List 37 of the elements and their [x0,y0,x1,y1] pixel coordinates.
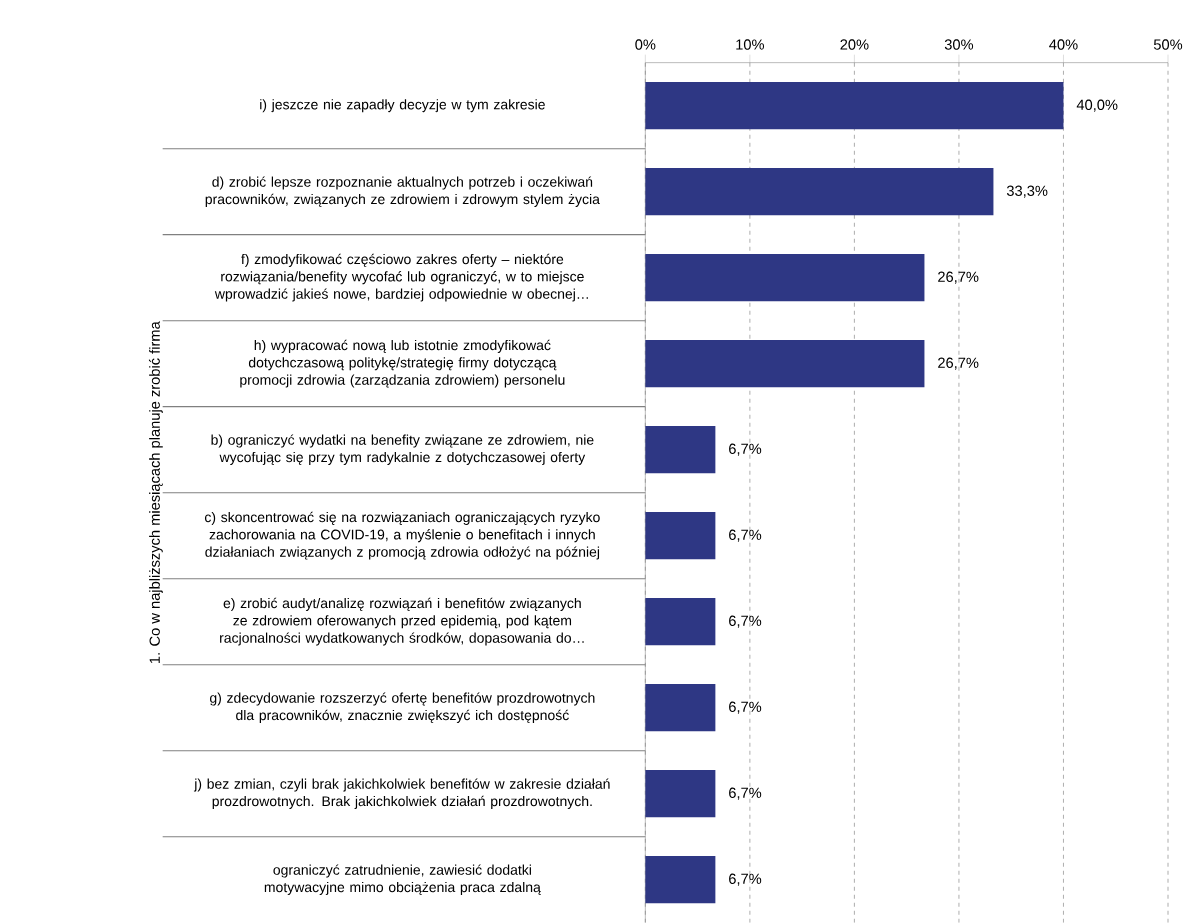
y-tick-label: f) zmodyfikować częściowo zakres oferty – niektóre rozwiązania/benefity wycofać lub ograniczyć, w to miejsce wprowadzić jakieś nowe, bardziej odpowiednie w obecnej… [214,253,588,302]
bar [645,770,716,818]
y-tick-label: c) skoncentrować się na rozwiązaniach ograniczających ryzyko zachorowania na COVID-19, a myślenie o benefitach i innych działaniach związanych z promocją zdrowia odłożyć na później [204,511,600,560]
bar [645,340,925,388]
y-tick-label: ograniczyć zatrudnienie, zawiesić dodatki motywacyjne mimo obciążenia praca zdalną [264,864,541,896]
bar [645,512,716,560]
data-label: 26,7% [938,271,979,284]
x-tick-label: 40% [1049,39,1078,50]
data-label: 6,7% [729,873,762,886]
y-tick-label: h) wypracować nową lub istotnie zmodyfikować dotychczasową politykę/strategię firmy dotyczącą promocji zdrowia (zarządzania zdrowiem) personelu [240,339,565,388]
bar [645,856,716,904]
y-tick-label: j) bez zmian, czyli brak jakichkolwiek benefitów w zakresie działań prozdrowotnych. Brak jakichkolwiek działań prozdrowotnych. [193,778,610,810]
y-tick-label: b) ograniczyć wydatki na benefity związane ze zdrowiem, nie wycofując się przy tym radykalnie z dotychczasowej oferty [211,434,594,466]
x-tick-label: 10% [736,39,765,50]
x-tick-label: 30% [944,39,974,50]
data-label: 6,7% [729,615,762,628]
data-label: 26,7% [938,357,979,370]
x-tick-label: 20% [840,39,869,50]
data-label: 40,0% [1076,99,1118,112]
data-label: 6,7% [729,529,762,542]
data-label: 6,7% [729,701,762,714]
x-tick-label: 0% [635,39,656,50]
y-tick-label: d) zrobić lepsze rozpoznanie aktualnych potrzeb i oczekiwań pracowników, związanych ze zdrowiem i zdrowym stylem życia [205,176,600,208]
bar [645,82,1064,130]
y-tick-label: e) zrobić audyt/analizę rozwiązań i benefitów związanych ze zdrowiem oferowanych przed epidemią, pod kątem racjonalności wydatkowanych środków, dopasowania do… [220,597,584,646]
data-label: 6,7% [729,443,762,456]
y-tick-label: g) zdecydowanie rozszerzyć ofertę benefitów prozdrowotnych dla pracowników, znacznie zwiększyć ich dostępność [210,692,595,724]
y-axis-title: 1. Co w najbliższych miesiącach planuje zrobić firma [148,321,163,664]
y-tick-label: i) jeszcze nie zapadły decyzje w tym zakresie [260,99,545,113]
data-label: 33,3% [1006,185,1048,198]
bar [645,254,925,302]
bar [645,598,716,646]
bar [645,168,994,216]
bar [645,426,716,474]
data-label: 6,7% [729,787,762,800]
x-tick-label: 50% [1153,39,1183,50]
bar [645,684,716,732]
